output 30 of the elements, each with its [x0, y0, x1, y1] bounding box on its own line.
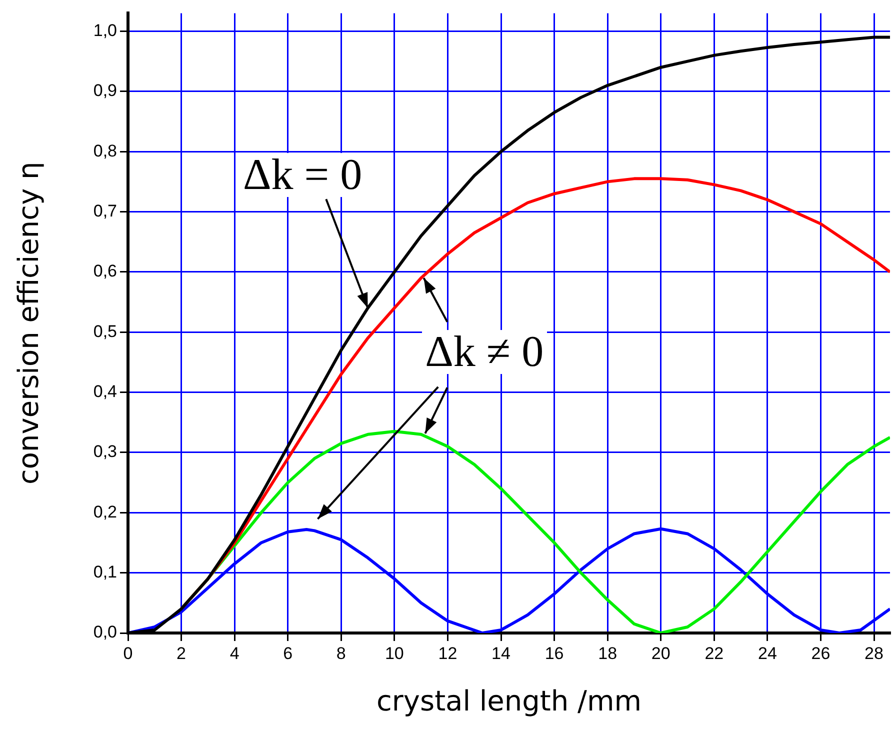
y-tick-label: 1,0	[93, 20, 117, 40]
y-axis-title: conversion efficiency η	[12, 162, 46, 484]
y-tick-label: 0,5	[93, 322, 117, 341]
y-tick-label: 0,1	[93, 562, 117, 582]
x-tick-label: 10	[384, 644, 404, 663]
y-tick-label: 0,6	[93, 262, 117, 281]
annotation: Δk ≠ 0	[422, 326, 547, 376]
y-tick-label: 0,4	[93, 382, 117, 401]
y-tick-label: 0,8	[93, 141, 117, 160]
y-tick-label: 0,2	[93, 502, 117, 522]
x-tick-label: 8	[336, 644, 346, 663]
y-tick-label: 0,0	[93, 622, 117, 642]
y-tick-label: 0,3	[93, 442, 117, 462]
x-axis-title: crystal length /mm	[376, 684, 642, 718]
x-tick-label: 18	[598, 644, 618, 663]
y-tick-label: 0,9	[93, 81, 117, 100]
y-tick-label: 0,7	[93, 201, 117, 220]
x-tick-label: 4	[230, 644, 240, 663]
x-tick-label: 20	[651, 644, 670, 663]
x-tick-label: 12	[438, 644, 458, 663]
x-tick-label: 22	[704, 644, 724, 663]
x-tick-label: 24	[758, 644, 777, 663]
x-tick-label: 26	[811, 644, 830, 663]
x-tick-label: 28	[864, 644, 884, 663]
x-tick-label: 2	[176, 644, 186, 663]
annotation: Δk = 0	[240, 150, 366, 200]
x-tick-label: 14	[492, 644, 510, 663]
x-tick-label: 16	[544, 644, 564, 663]
x-tick-label: 0	[123, 644, 133, 663]
x-tick-label: 6	[283, 644, 293, 663]
